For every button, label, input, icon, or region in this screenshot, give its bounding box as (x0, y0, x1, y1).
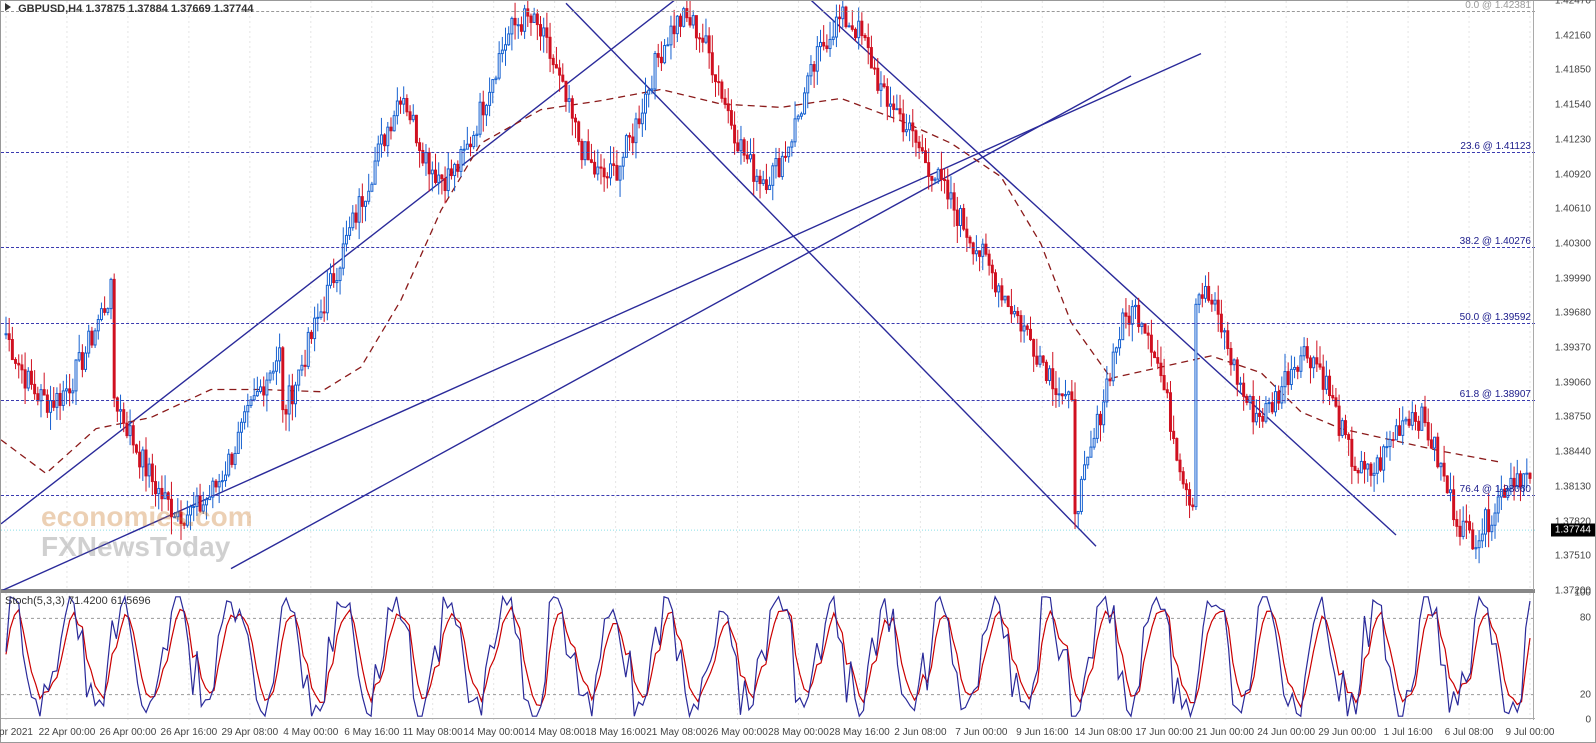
indicator-tick-label: 100 (1574, 588, 1591, 599)
time-tick-label: 9 Jun 16:00 (1016, 727, 1068, 738)
fib-label: 23.6 @ 1.41123 (1460, 141, 1531, 152)
time-tick-label: 29 Apr 08:00 (221, 727, 278, 738)
time-tick-label: 11 May 08:00 (403, 727, 463, 738)
price-tick-label: 1.42470 (1555, 0, 1591, 7)
indicator-panel[interactable]: Stoch(5,3,3) 71.4200 61.5696 (1, 593, 1535, 720)
ohlc-label: 1.37875 1.37884 1.37669 1.37744 (85, 3, 253, 15)
time-tick-label: 28 May 16:00 (829, 727, 890, 738)
time-tick-label: 2 Jun 08:00 (894, 727, 946, 738)
time-tick-label: 9 Jul 00:00 (1506, 727, 1555, 738)
time-tick-label: 26 May 00:00 (707, 727, 768, 738)
price-tick-label: 1.39680 (1555, 308, 1591, 319)
indicator-y-axis: 10080200 (1533, 593, 1595, 720)
time-tick-label: 24 Jun 00:00 (1257, 727, 1315, 738)
time-tick-label: 26 Apr 00:00 (100, 727, 157, 738)
price-y-axis: 1.42470 1.42160 1.41850 1.41540 1.41230 1.409… (1533, 1, 1595, 591)
indicator-tick-label: 0 (1585, 715, 1591, 726)
fib-line (1, 152, 1535, 153)
price-tick-label: 1.41230 (1555, 134, 1591, 145)
fib-label: 50.0 @ 1.39592 (1460, 312, 1531, 323)
current-price-tag: 1.37744 (1551, 524, 1595, 537)
collapse-icon[interactable] (5, 3, 11, 11)
time-tick-label: 7 Jun 00:00 (955, 727, 1007, 738)
price-tick-label: 1.38130 (1555, 481, 1591, 492)
fib-label: 0.0 @ 1.42381 (1465, 0, 1531, 11)
price-tick-label: 1.41540 (1555, 100, 1591, 111)
fib-line (1, 495, 1535, 496)
indicator-tick-label: 80 (1580, 613, 1591, 624)
fib-line (1, 323, 1535, 324)
time-tick-label: 28 May 00:00 (768, 727, 829, 738)
time-tick-label: 22 Apr 00:00 (39, 727, 96, 738)
price-tick-label: 1.40610 (1555, 204, 1591, 215)
time-tick-label: 18 May 16:00 (585, 727, 646, 738)
indicator-title: Stoch(5,3,3) 71.4200 61.5696 (5, 595, 151, 607)
chart-title: GBPUSD,H4 1.37875 1.37884 1.37669 1.3774… (5, 3, 254, 15)
time-tick-label: 21 May 08:00 (646, 727, 707, 738)
time-x-axis: 19 Apr 2021 22 Apr 00:00 26 Apr 00:00 26 Ap… (1, 718, 1535, 742)
stoch-plot (1, 593, 1535, 720)
fib-label: 76.4 @ 1.38060 (1460, 484, 1531, 495)
time-tick-label: 1 Jul 16:00 (1384, 727, 1433, 738)
time-tick-label: 6 Jul 08:00 (1445, 727, 1494, 738)
price-plot (1, 1, 1535, 591)
chart-container: GBPUSD,H4 1.37875 1.37884 1.37669 1.3774… (0, 0, 1596, 743)
price-tick-label: 1.39060 (1555, 377, 1591, 388)
fib-line (1, 400, 1535, 401)
fib-label: 38.2 @ 1.40276 (1460, 236, 1531, 247)
fib-line (1, 247, 1535, 248)
fib-label: 61.8 @ 1.38907 (1460, 389, 1531, 400)
time-tick-label: 4 May 00:00 (283, 727, 338, 738)
time-tick-label: 6 May 16:00 (344, 727, 399, 738)
price-tick-label: 1.42160 (1555, 30, 1591, 41)
time-tick-label: 21 Jun 00:00 (1196, 727, 1254, 738)
price-tick-label: 1.39370 (1555, 343, 1591, 354)
time-tick-label: 26 Apr 16:00 (161, 727, 218, 738)
price-panel[interactable]: economies.com FXNewsToday 0.0 @ 1.424920… (1, 1, 1535, 591)
price-tick-label: 1.39990 (1555, 273, 1591, 284)
time-tick-label: 17 Jun 00:00 (1135, 727, 1193, 738)
price-tick-label: 1.41850 (1555, 65, 1591, 76)
price-tick-label: 1.40920 (1555, 169, 1591, 180)
price-tick-label: 1.38750 (1555, 412, 1591, 423)
time-tick-label: 19 Apr 2021 (0, 727, 33, 738)
time-tick-label: 14 May 08:00 (524, 727, 585, 738)
symbol-label: GBPUSD,H4 (18, 3, 82, 15)
time-tick-label: 14 Jun 08:00 (1074, 727, 1132, 738)
price-tick-label: 1.38440 (1555, 447, 1591, 458)
time-tick-label: 14 May 00:00 (463, 727, 524, 738)
indicator-tick-label: 20 (1580, 689, 1591, 700)
price-tick-label: 1.40300 (1555, 238, 1591, 249)
time-tick-label: 29 Jun 00:00 (1318, 727, 1376, 738)
price-tick-label: 1.37510 (1555, 551, 1591, 562)
